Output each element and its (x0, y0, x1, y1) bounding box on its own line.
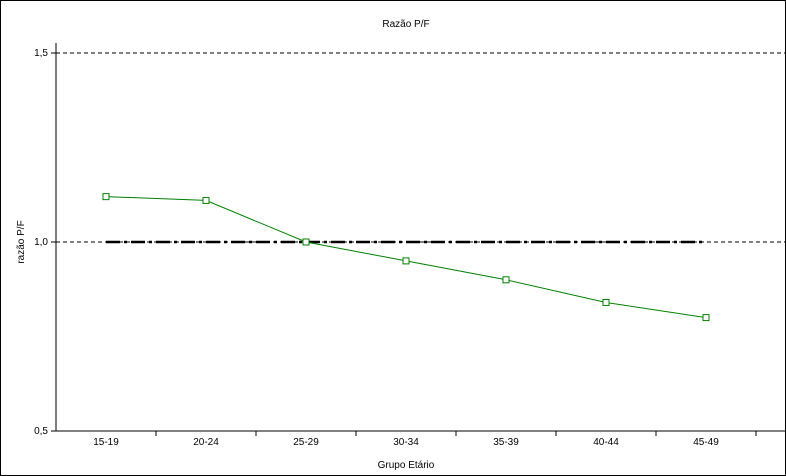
chart-title: Razão P/F (382, 19, 429, 30)
x-tick-label: 40-44 (593, 437, 619, 448)
x-tick-label: 20-24 (193, 437, 219, 448)
y-tick-label: 1,5 (34, 48, 48, 59)
y-axis-label: razão P/F (16, 220, 27, 263)
data-point-marker (102, 193, 110, 201)
series-line (105, 196, 707, 319)
x-tick-label: 30-34 (393, 437, 419, 448)
x-tick-label: 35-39 (493, 437, 519, 448)
data-point-marker (702, 314, 710, 322)
x-tick-label: 45-49 (693, 437, 719, 448)
plot-area: 0,5 1,0 1,5 15-19 20-24 25-29 30-34 35-39 40-44 4… (34, 43, 786, 448)
data-point-marker (402, 257, 410, 265)
y-tick-label: 0,5 (34, 426, 48, 437)
x-tick-label: 15-19 (93, 437, 119, 448)
data-point-marker (602, 298, 610, 306)
data-point-marker (202, 196, 210, 204)
x-tick-label: 25-29 (293, 437, 319, 448)
x-axis-label: Grupo Etário (378, 460, 435, 471)
data-point-marker (502, 276, 510, 284)
data-point-marker (302, 238, 310, 246)
y-tick-label: 1,0 (34, 237, 48, 248)
